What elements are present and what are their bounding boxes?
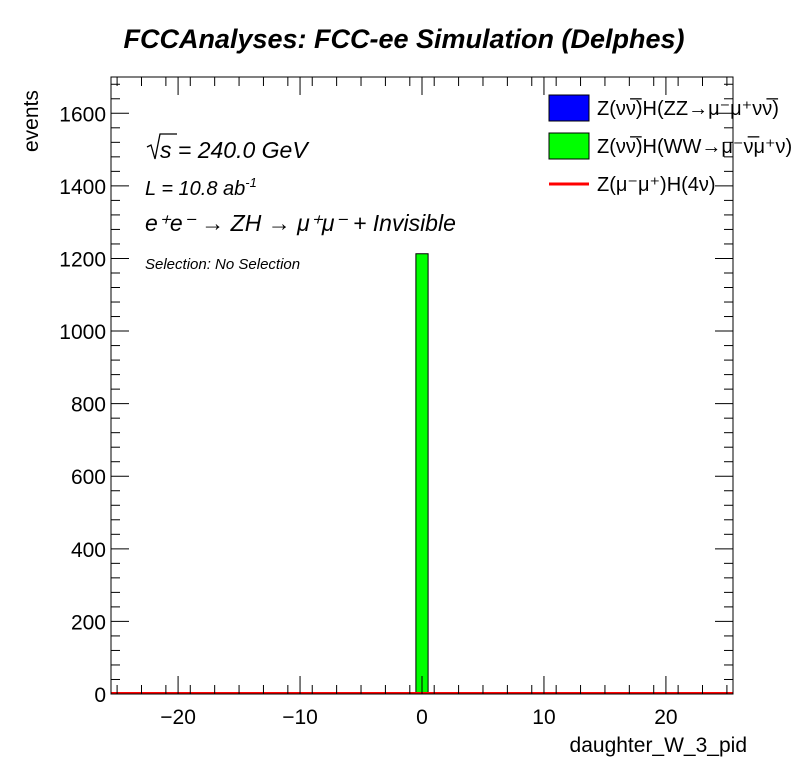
- x-tick-label: −10: [282, 706, 318, 729]
- x-axis-label: daughter_W_3_pid: [570, 734, 747, 757]
- ticks: 0 200 400 600 800 1000 1200 1400 1600 −20 −10 0 10 20: [59, 77, 733, 729]
- sqrt-s-annotation: s = 240.0 GeV: [146, 133, 310, 163]
- legend-label: Z(μ⁻μ⁺)H(4ν): [597, 174, 716, 196]
- luminosity-annotation: L = 10.8 ab-1: [145, 175, 257, 200]
- y-tick-label: 1400: [59, 176, 106, 199]
- y-tick-label: 1200: [59, 248, 106, 271]
- x-tick-label: 0: [416, 706, 428, 729]
- x-tick-label: 20: [654, 706, 677, 729]
- chart-title: FCCAnalyses: FCC-ee Simulation (Delphes): [123, 24, 684, 54]
- x-tick-label: 10: [532, 706, 555, 729]
- y-tick-label: 1600: [59, 103, 106, 126]
- legend-label: Z(νν̅)H(ZZ→μ⁻μ⁺νν̅): [597, 97, 779, 120]
- legend-swatch: [548, 94, 590, 122]
- histogram-bar: [415, 253, 429, 695]
- bars: [111, 253, 733, 695]
- legend-swatch: [548, 132, 590, 160]
- y-tick-label: 400: [71, 539, 106, 562]
- y-tick-label: 200: [71, 611, 106, 634]
- x-tick-label: −20: [160, 706, 196, 729]
- y-tick-label: 1000: [59, 321, 106, 344]
- sqrt-s-symbol: s: [160, 137, 172, 163]
- svg-text:s = 240.0 GeV: s = 240.0 GeV: [160, 137, 310, 163]
- y-tick-label: 600: [71, 466, 106, 489]
- y-tick-label: 800: [71, 394, 106, 417]
- process-annotation: e⁺e⁻ → ZH → μ⁺μ⁻ + Invisible: [145, 210, 456, 236]
- sqrt-s-value: = 240.0 GeV: [172, 137, 311, 163]
- selection-annotation: Selection: No Selection: [145, 256, 300, 273]
- legend-label: Z(νν̅)H(WW→μ⁻ν̅μ⁺ν): [597, 135, 792, 158]
- y-axis-label: events: [20, 90, 43, 152]
- annotations: s = 240.0 GeV L = 10.8 ab-1 e⁺e⁻ → ZH → …: [145, 133, 456, 273]
- legend: Z(νν̅)H(ZZ→μ⁻μ⁺νν̅) Z(νν̅)H(WW→μ⁻ν̅μ⁺ν) Z(…: [548, 94, 792, 196]
- y-tick-label: 0: [94, 684, 106, 707]
